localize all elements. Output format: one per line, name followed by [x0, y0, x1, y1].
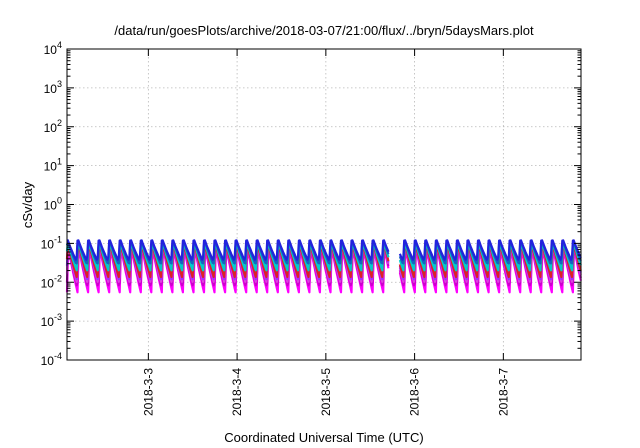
y-tick-label: 102 [44, 118, 62, 135]
y-axis: 10-4 10-3 10-2 10-1 100 101 102 103 104 [41, 40, 581, 368]
y-tick-label: 103 [44, 79, 62, 96]
y-tick-label: 10-4 [41, 351, 62, 368]
x-tick-label: 2018-3-3 [141, 368, 155, 416]
y-tick-label: 10-2 [41, 273, 62, 290]
x-axis-label: Coordinated Universal Time (UTC) [224, 430, 423, 445]
x-tick-label: 2018-3-5 [319, 368, 333, 416]
series-group [65, 239, 582, 294]
x-tick-label: 2018-3-6 [408, 368, 422, 416]
y-tick-label: 100 [44, 196, 62, 213]
chart-title: /data/run/goesPlots/archive/2018-03-07/2… [114, 23, 534, 38]
y-tick-label: 10-3 [41, 312, 62, 329]
y-tick-label: 101 [44, 157, 62, 174]
x-tick-label: 2018-3-4 [230, 368, 244, 416]
grid [67, 49, 581, 360]
y-tick-label: 104 [44, 40, 62, 57]
series-line [66, 239, 582, 261]
x-tick-label: 2018-3-7 [496, 368, 510, 416]
x-axis: 2018-3-3 2018-3-4 2018-3-5 2018-3-6 2018-3-7 [141, 49, 510, 416]
y-axis-label: cSv/day [20, 181, 35, 228]
y-tick-label: 10-1 [41, 234, 62, 251]
